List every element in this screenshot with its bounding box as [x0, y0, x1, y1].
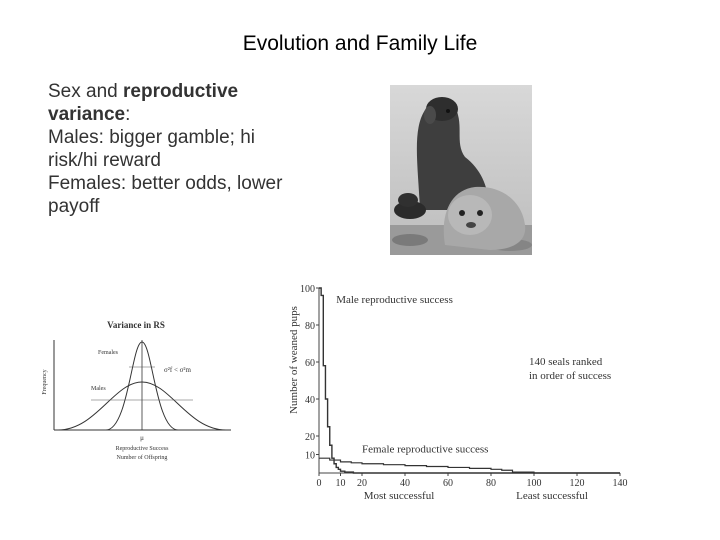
variance-figure: Variance in RS Frequency Females Males σ…: [42, 320, 231, 461]
variance-title: Variance in RS: [107, 320, 165, 330]
y-tick-label: 60: [305, 358, 315, 369]
chart-annotation-2: in order of success: [529, 370, 611, 382]
chart-xlabel-left: Most successful: [364, 490, 435, 502]
bullet-line-2: Males: bigger gamble; hi risk/hi reward: [48, 127, 255, 171]
chart-xlabel-right: Least successful: [516, 490, 588, 502]
x-tick-label: 60: [443, 478, 453, 489]
bullet-line-1-suffix: :: [125, 104, 131, 125]
x-tick-label: 140: [613, 478, 628, 489]
bullet-line-1-prefix: Sex and: [48, 81, 123, 102]
bullet-line-1-bold: reproductive variance: [48, 81, 239, 125]
x-tick-label: 0: [317, 478, 322, 489]
slide-title: Evolution and Family Life: [242, 32, 478, 55]
bullet-line-3: Females: better odds, lower payoff: [48, 173, 283, 217]
x-tick-label: 80: [486, 478, 496, 489]
x-tick-label: 120: [570, 478, 585, 489]
females-curve: [105, 341, 179, 431]
y-tick-label: 10: [305, 451, 315, 462]
female-series-line: [319, 457, 620, 474]
male-series-line: [319, 287, 620, 474]
x-tick-label: 40: [400, 478, 410, 489]
x-tick-label: 10: [336, 478, 346, 489]
chart-annotation-1: 140 seals ranked: [529, 356, 603, 368]
variance-inequality: σ²f < σ²m: [164, 366, 192, 374]
x-tick-label: 100: [527, 478, 542, 489]
y-tick-label: 100: [300, 284, 315, 295]
bullet-text: Sex and reproductive variance: Males: bi…: [48, 80, 298, 218]
females-label: Females: [98, 350, 119, 356]
chart-ylabel: Number of weaned pups: [288, 306, 300, 414]
x-tick-label: 20: [357, 478, 367, 489]
male-series-label: Male reproductive success: [336, 294, 453, 306]
variance-xlabel-2: Number of Offspring: [117, 454, 168, 461]
bullet-line-1: Sex and reproductive variance:: [48, 80, 298, 126]
elephant-seal-photo: [390, 85, 532, 255]
variance-ylabel: Frequency: [42, 369, 48, 394]
males-label: Males: [91, 386, 106, 392]
y-tick-label: 20: [305, 432, 315, 443]
mu-label: μ: [140, 434, 144, 442]
y-tick-label: 40: [305, 395, 315, 406]
variance-xlabel-1: Reproductive Success: [116, 446, 169, 452]
seal-success-chart: 10 20 40 60 80 100 0 10 20 40 60 80 100 120 140 Number…: [288, 284, 628, 502]
female-series-label: Female reproductive success: [362, 444, 488, 456]
males-curve: [57, 381, 227, 431]
y-tick-label: 80: [305, 321, 315, 332]
